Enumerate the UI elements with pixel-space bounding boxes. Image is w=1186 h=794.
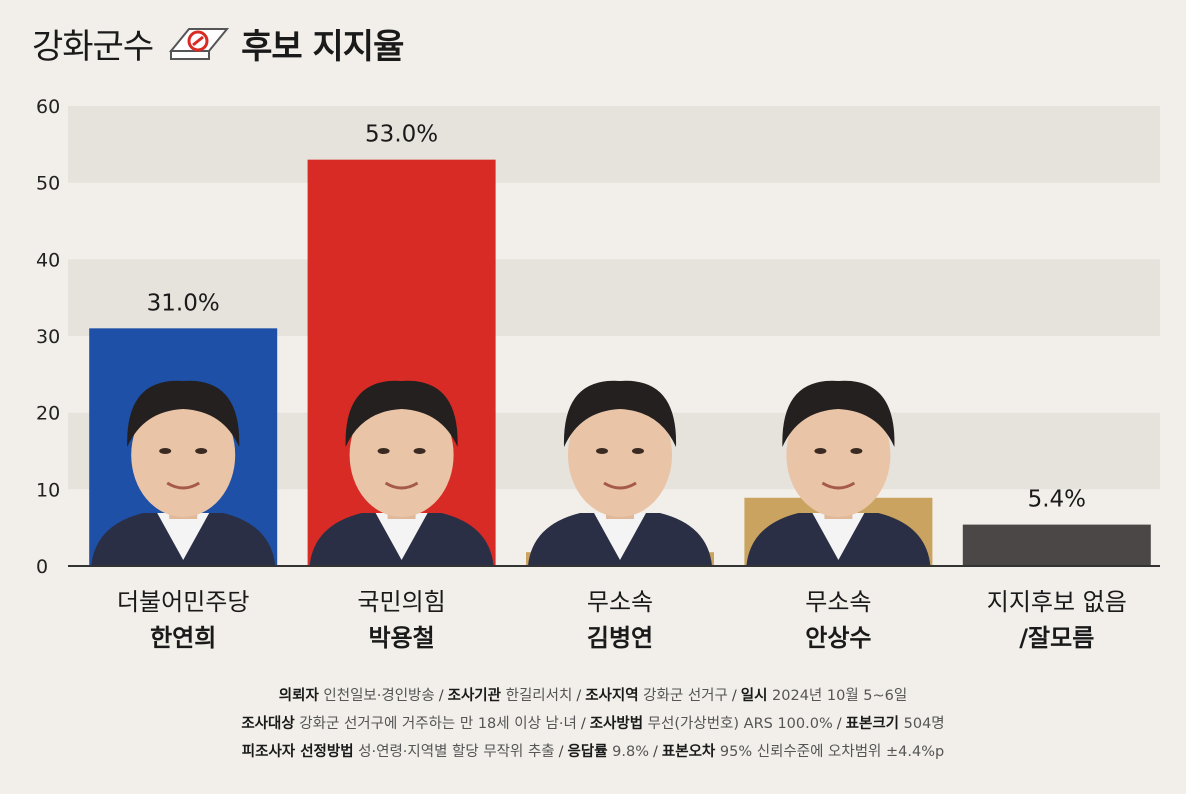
y-tick-label: 20 xyxy=(36,403,60,425)
candidate-photo xyxy=(91,380,276,566)
ballot-stamp-icon xyxy=(169,28,230,60)
category-name-label: 안상수 xyxy=(805,624,871,652)
bar xyxy=(962,524,1151,566)
separator: / xyxy=(731,688,737,704)
mouth xyxy=(821,481,856,490)
hair xyxy=(127,380,240,447)
survey-field-value: 인천일보·경인방송 xyxy=(318,688,435,704)
category-party-label: 지지후보 없음 xyxy=(987,588,1127,616)
category-party-label: 무소속 xyxy=(805,588,871,616)
y-tick-label: 40 xyxy=(36,249,60,271)
face xyxy=(568,393,672,517)
value-label: 53.0% xyxy=(365,122,438,148)
survey-field-key: 응답률 xyxy=(567,744,608,760)
survey-field-key: 조사대상 xyxy=(241,716,295,732)
face xyxy=(131,393,236,517)
survey-field-value: 성·연령·지역별 할당 무작위 추출 xyxy=(353,744,555,760)
survey-field-value: 504명 xyxy=(899,716,945,732)
title-region: 강화군수 xyxy=(32,26,154,67)
hair xyxy=(345,380,458,447)
value-label: 31.0% xyxy=(147,290,220,316)
candidate-photo xyxy=(309,380,494,566)
survey-info-line-1: 의뢰자 인천일보·경인방송 / 조사기관 한길리서치 / 조사지역 강화군 선거구 / 일시… xyxy=(0,682,1186,710)
y-tick-label: 60 xyxy=(36,96,60,118)
bar-chart: 010203040506031.0%더불어민주당한연희53.0%국민의힘박용철1… xyxy=(36,96,1160,652)
hair xyxy=(563,380,677,447)
category-name-label: 김병연 xyxy=(587,624,653,652)
survey-field-value: 강화군 선거구 xyxy=(638,688,728,704)
survey-field-key: 조사지역 xyxy=(585,688,639,704)
face xyxy=(349,393,454,517)
survey-info-line-2: 조사대상 강화군 선거구에 거주하는 만 18세 이상 남·녀 / 조사방법 무선(… xyxy=(0,710,1186,738)
survey-field-key: 의뢰자 xyxy=(278,688,319,704)
eye xyxy=(632,448,644,454)
survey-field-key: 조사기관 xyxy=(447,688,501,704)
eye xyxy=(596,448,608,454)
eye xyxy=(850,448,863,454)
survey-field-value: 한길리서치 xyxy=(501,688,573,704)
mouth xyxy=(166,481,200,490)
separator: / xyxy=(836,716,842,732)
shirt xyxy=(594,513,646,560)
eye xyxy=(814,448,827,454)
survey-field-value: 9.8% xyxy=(607,744,650,760)
category-name-label: /잘모름 xyxy=(1019,624,1094,652)
mouth xyxy=(384,481,419,490)
separator: / xyxy=(653,744,658,760)
survey-info-line-3: 피조사자 선정방법 성·연령·지역별 할당 무작위 추출 / 응답률 9.8% / 표본… xyxy=(0,738,1186,766)
eye xyxy=(159,448,172,454)
category-name-label: 한연희 xyxy=(150,624,216,652)
chart-title: 강화군수 후보 지지율 xyxy=(32,18,404,68)
eye xyxy=(377,448,390,454)
y-tick-label: 30 xyxy=(36,326,60,348)
y-tick-label: 10 xyxy=(36,479,60,501)
candidate-photo xyxy=(528,380,712,566)
survey-field-key: 표본오차 xyxy=(661,744,716,760)
mouth xyxy=(603,481,637,490)
grid-band xyxy=(68,259,1160,336)
y-tick-label: 50 xyxy=(36,173,60,195)
survey-field-value: 강화군 선거구에 거주하는 만 18세 이상 남·녀 xyxy=(294,716,577,732)
y-tick-label: 0 xyxy=(36,556,48,578)
survey-field-value: 무선(가상번호) ARS 100.0% xyxy=(643,716,833,732)
category-party-label: 국민의힘 xyxy=(357,588,445,616)
category-name-label: 박용철 xyxy=(368,624,434,652)
separator: / xyxy=(558,744,564,760)
shirt xyxy=(375,513,428,560)
category-party-label: 더불어민주당 xyxy=(117,588,249,616)
grid-band xyxy=(68,106,1160,183)
separator: / xyxy=(576,688,582,704)
shirt xyxy=(812,513,865,560)
category-party-label: 무소속 xyxy=(587,588,653,616)
candidate-photo xyxy=(746,380,931,566)
survey-field-key: 조사방법 xyxy=(589,716,644,732)
survey-field-key: 피조사자 선정방법 xyxy=(241,744,354,760)
title-subject: 후보 지지율 xyxy=(241,26,404,67)
separator: / xyxy=(438,688,444,704)
eye xyxy=(413,448,426,454)
face xyxy=(786,393,891,517)
survey-field-value: 2024년 10월 5~6일 xyxy=(767,688,908,704)
value-label: 5.4% xyxy=(1028,487,1086,513)
separator: / xyxy=(580,716,586,732)
survey-field-key: 표본크기 xyxy=(845,716,900,732)
survey-field-value: 95% 신뢰수준에 오차범위 ±4.4%p xyxy=(715,744,945,760)
hair xyxy=(782,380,895,447)
survey-field-key: 일시 xyxy=(740,688,768,704)
shirt xyxy=(157,513,210,560)
eye xyxy=(195,448,208,454)
